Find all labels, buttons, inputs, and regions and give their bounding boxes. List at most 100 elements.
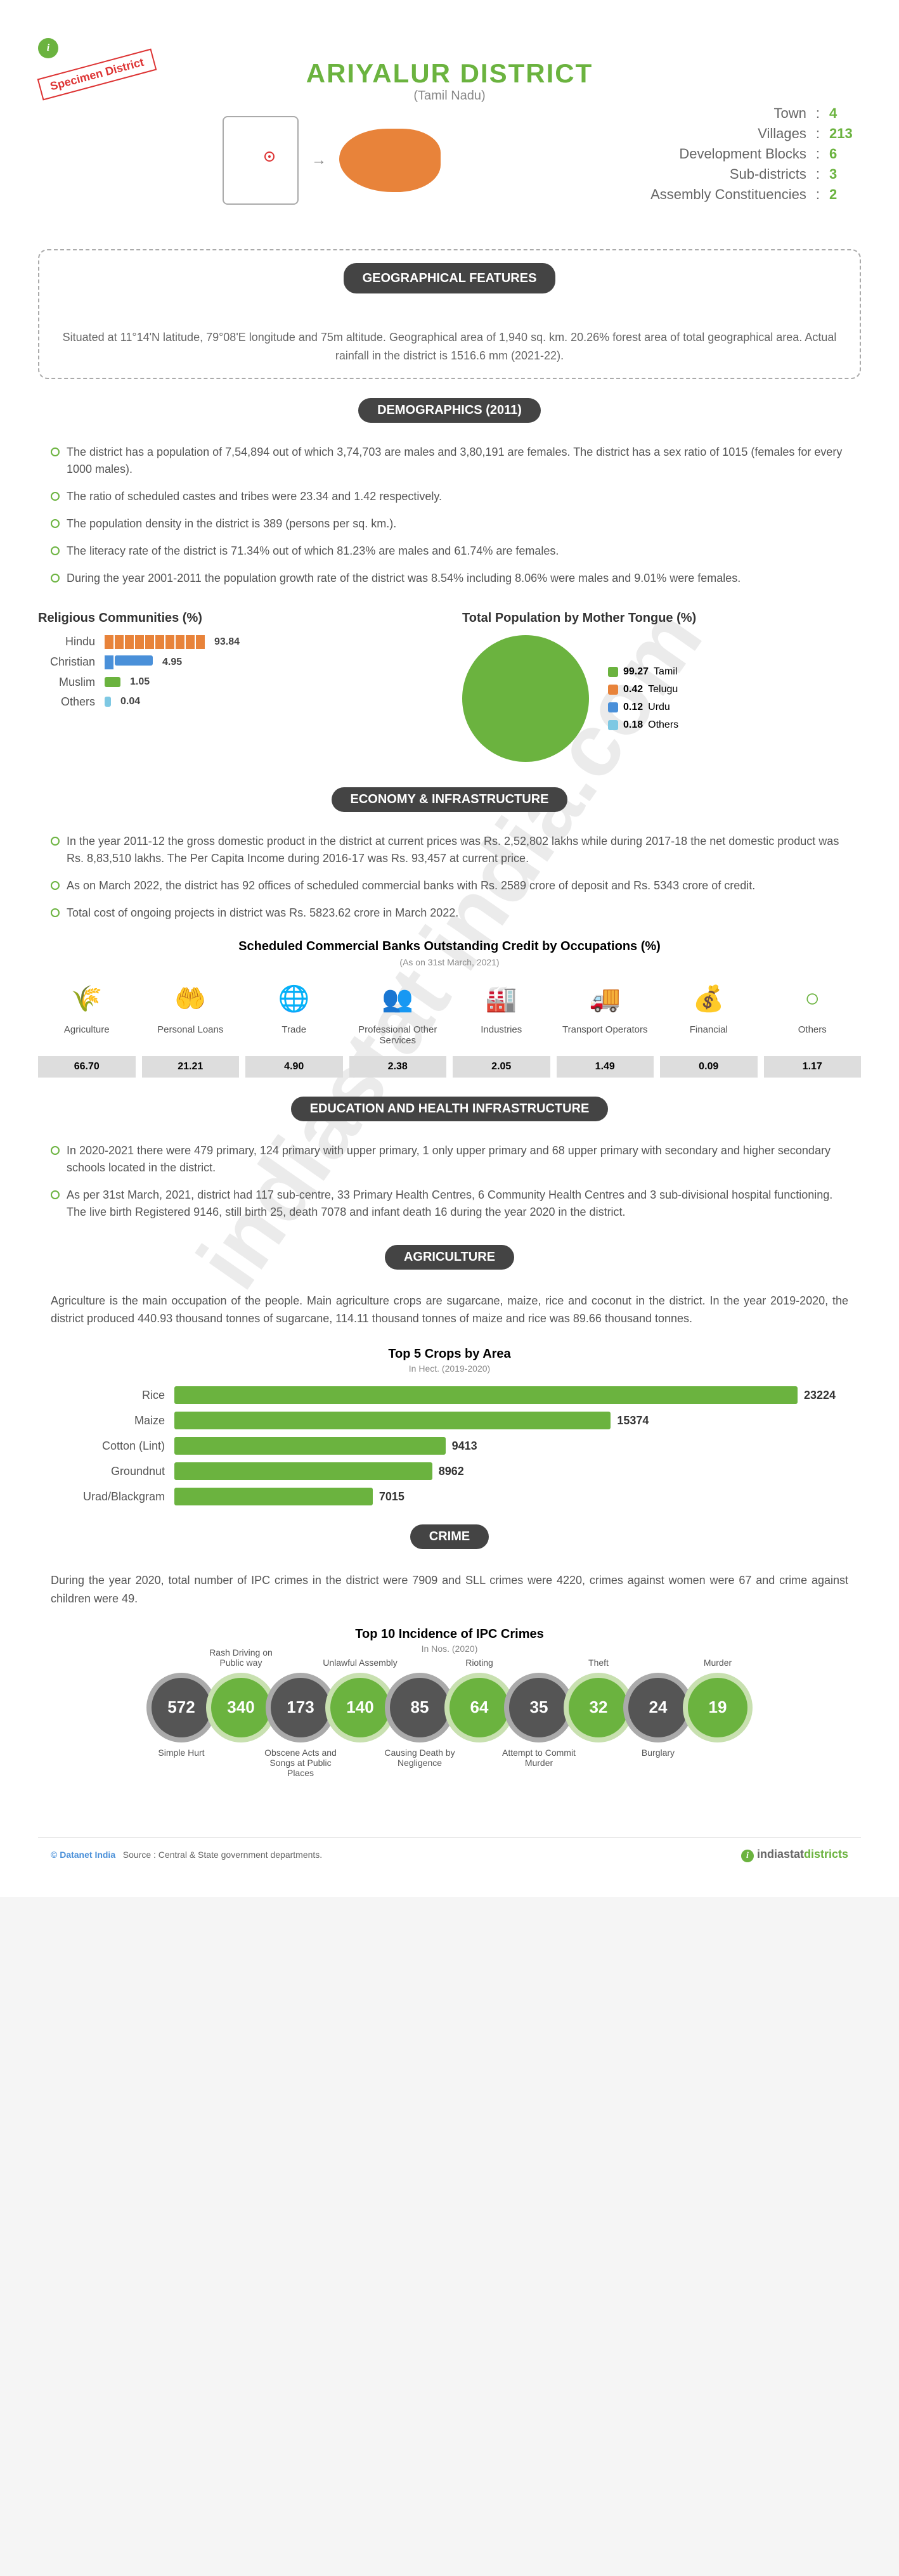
crop-row: Urad/Blackgram 7015 xyxy=(38,1488,861,1505)
credit-subtitle: (As on 31st March, 2021) xyxy=(38,957,861,967)
stat-label: Development Blocks xyxy=(679,146,806,162)
legend-item: 99.27 Tamil xyxy=(608,663,678,681)
footer: © Datanet India Source : Central & State… xyxy=(38,1838,861,1872)
crop-value: 15374 xyxy=(617,1414,649,1427)
occupation-icon: 🚚 xyxy=(586,980,624,1018)
footer-copyright: © Datanet India xyxy=(51,1850,115,1860)
mother-tongue-chart: Total Population by Mother Tongue (%) 99… xyxy=(462,611,861,762)
religion-label: Muslim xyxy=(38,676,95,689)
crime-label: Theft xyxy=(557,1658,640,1668)
religion-label: Christian xyxy=(38,655,95,669)
crop-row: Cotton (Lint) 9413 xyxy=(38,1437,861,1455)
crime-circles: 572 Simple Hurt 340 Rash Driving on Publ… xyxy=(38,1673,861,1742)
occupation-value: 66.70 xyxy=(38,1056,136,1078)
agriculture-title: AGRICULTURE xyxy=(385,1245,514,1270)
occupation-label: Transport Operators xyxy=(557,1024,654,1050)
bullet-item: Total cost of ongoing projects in distri… xyxy=(51,899,848,927)
crop-row: Maize 15374 xyxy=(38,1412,861,1429)
geographical-title: GEOGRAPHICAL FEATURES xyxy=(344,263,556,293)
crop-label: Maize xyxy=(63,1414,165,1427)
crop-label: Cotton (Lint) xyxy=(63,1439,165,1453)
crop-bar xyxy=(174,1412,611,1429)
crime-top-subtitle: In Nos. (2020) xyxy=(38,1644,861,1654)
person-icon xyxy=(176,635,184,649)
occupation-item: 🌐 Trade 4.90 xyxy=(245,980,343,1078)
map-area: → xyxy=(38,116,625,205)
pie-chart xyxy=(462,635,589,762)
crop-row: Groundnut 8962 xyxy=(38,1462,861,1480)
tongue-chart-title: Total Population by Mother Tongue (%) xyxy=(462,611,861,626)
crime-title: CRIME xyxy=(410,1524,489,1549)
bullet-item: The ratio of scheduled castes and tribes… xyxy=(51,483,848,510)
crime-text: During the year 2020, total number of IP… xyxy=(38,1565,861,1614)
crime-label: Rash Driving on Public way xyxy=(200,1647,282,1668)
occupations-grid: 🌾 Agriculture 66.70 🤲 Personal Loans 21.… xyxy=(38,980,861,1078)
religion-value: 1.05 xyxy=(130,676,150,688)
occupation-label: Professional Other Services xyxy=(349,1024,447,1050)
occupation-item: 💰 Financial 0.09 xyxy=(660,980,758,1078)
occupation-item: 🌾 Agriculture 66.70 xyxy=(38,980,136,1078)
person-icon xyxy=(105,655,113,669)
person-icon xyxy=(125,635,134,649)
crop-value: 8962 xyxy=(439,1465,464,1478)
crime-circle: 19 Murder xyxy=(683,1673,753,1742)
occupation-value: 1.49 xyxy=(557,1056,654,1078)
crime-label: Causing Death by Negligence xyxy=(378,1748,461,1768)
person-icon xyxy=(186,635,195,649)
stat-value: 2 xyxy=(829,186,861,203)
religion-row: Christian 4.95 xyxy=(38,655,437,669)
credit-title: Scheduled Commercial Banks Outstanding C… xyxy=(38,939,861,954)
religion-value: 93.84 xyxy=(214,636,240,648)
agriculture-text: Agriculture is the main occupation of th… xyxy=(38,1285,861,1335)
bullet-item: The literacy rate of the district is 71.… xyxy=(51,538,848,565)
stat-label: Villages xyxy=(758,126,806,142)
crops-subtitle: In Hect. (2019-2020) xyxy=(38,1363,861,1374)
religion-chart-title: Religious Communities (%) xyxy=(38,611,437,626)
header-stats: Town:4Villages:213Development Blocks:6Su… xyxy=(650,103,861,205)
economy-bullets: In the year 2011-12 the gross domestic p… xyxy=(38,828,861,927)
bullet-item: As on March 2022, the district has 92 of… xyxy=(51,872,848,899)
occupation-label: Trade xyxy=(245,1024,343,1050)
religion-row: Others 0.04 xyxy=(38,695,437,709)
occupation-icon: 🤲 xyxy=(171,980,209,1018)
crop-row: Rice 23224 xyxy=(38,1386,861,1404)
religion-row: Hindu 93.84 xyxy=(38,635,437,649)
bullet-item: In 2020-2021 there were 479 primary, 124… xyxy=(51,1137,848,1182)
bullet-item: During the year 2001-2011 the population… xyxy=(51,565,848,592)
crime-label: Burglary xyxy=(617,1748,699,1758)
crime-label: Simple Hurt xyxy=(140,1748,223,1758)
crop-value: 23224 xyxy=(804,1389,836,1402)
crop-bar xyxy=(174,1462,432,1480)
person-icon xyxy=(135,635,144,649)
stat-label: Sub-districts xyxy=(730,166,806,183)
stat-value: 4 xyxy=(829,105,861,122)
bullet-item: As per 31st March, 2021, district had 11… xyxy=(51,1182,848,1226)
person-icon xyxy=(155,635,164,649)
occupation-item: 🏭 Industries 2.05 xyxy=(453,980,550,1078)
religion-label: Others xyxy=(38,695,95,709)
occupation-item: 🚚 Transport Operators 1.49 xyxy=(557,980,654,1078)
arrow-icon: → xyxy=(311,151,327,169)
state-map-icon xyxy=(223,116,299,205)
footer-logo: i indiastatdistricts xyxy=(741,1848,848,1862)
person-icon xyxy=(165,635,174,649)
bullet-item: The district has a population of 7,54,89… xyxy=(51,439,848,483)
geographical-section: GEOGRAPHICAL FEATURES Situated at 11°14'… xyxy=(38,249,861,379)
stat-label: Assembly Constituencies xyxy=(650,186,806,203)
district-shape-icon xyxy=(339,129,441,192)
economy-title: ECONOMY & INFRASTRUCTURE xyxy=(332,787,568,812)
crop-value: 9413 xyxy=(452,1439,477,1453)
legend-item: 0.12 Urdu xyxy=(608,699,678,716)
crop-value: 7015 xyxy=(379,1490,404,1504)
demographics-bullets: The district has a population of 7,54,89… xyxy=(38,439,861,592)
person-icon xyxy=(115,635,124,649)
occupation-label: Industries xyxy=(453,1024,550,1050)
occupation-icon: ○ xyxy=(793,980,831,1018)
crime-label: Attempt to Commit Murder xyxy=(498,1748,580,1768)
crops-chart: Rice 23224 Maize 15374 Cotton (Lint) 941… xyxy=(38,1386,861,1505)
occupation-item: 🤲 Personal Loans 21.21 xyxy=(142,980,240,1078)
crime-top-title: Top 10 Incidence of IPC Crimes xyxy=(38,1627,861,1642)
stat-label: Town xyxy=(774,105,806,122)
crops-title: Top 5 Crops by Area xyxy=(38,1347,861,1362)
geographical-text: Situated at 11°14'N latitude, 79°08'E lo… xyxy=(58,328,841,365)
